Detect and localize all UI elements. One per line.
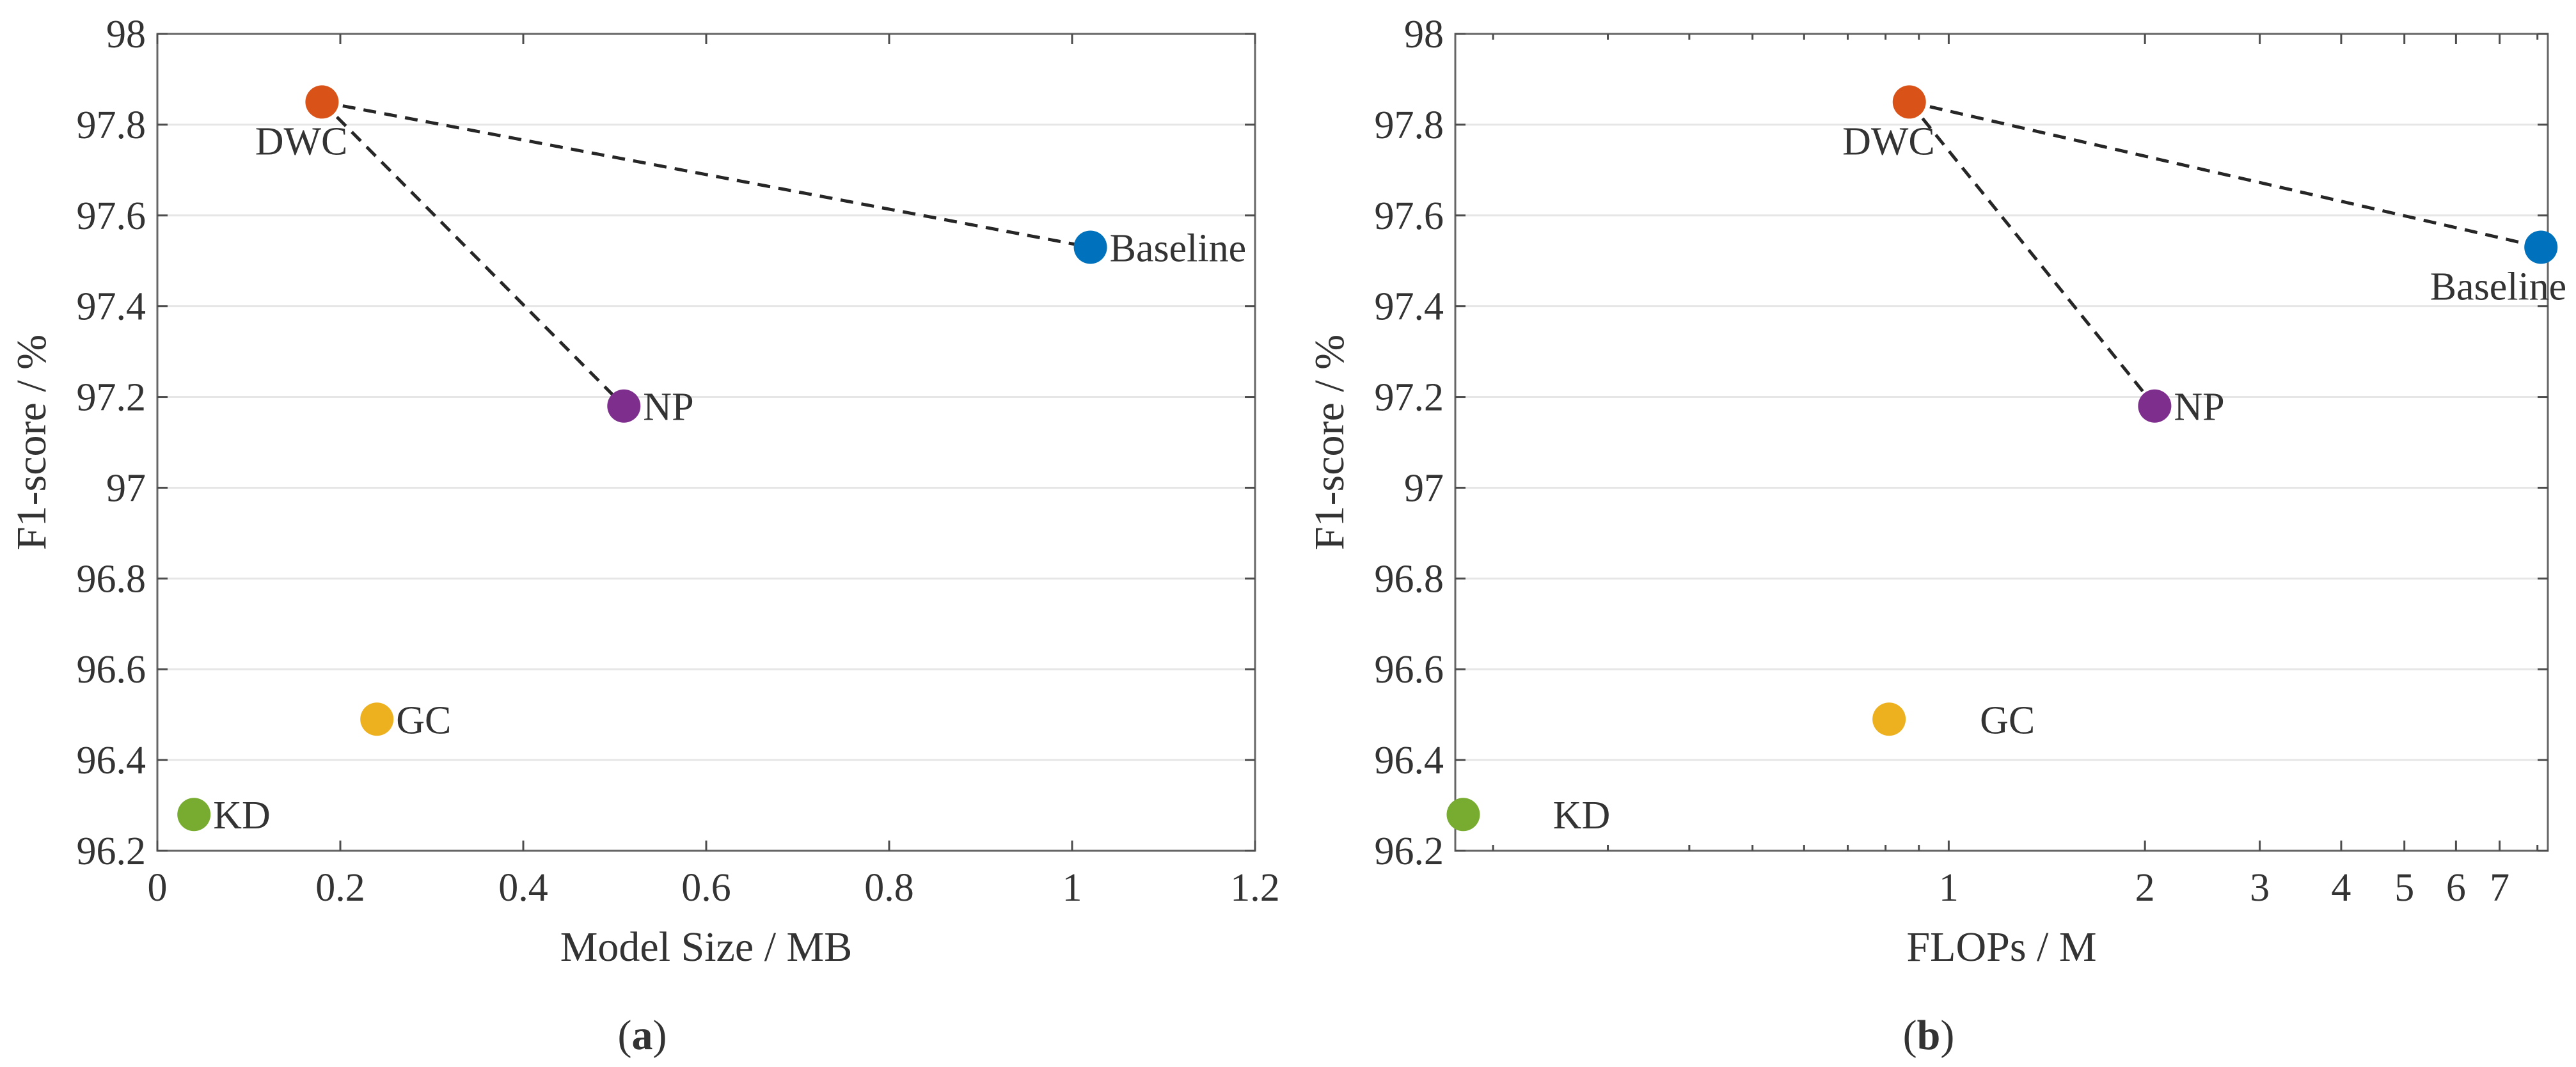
y-tick-label: 97 — [106, 466, 146, 510]
panel-caption: (b) — [1903, 1012, 1955, 1059]
y-tick-label: 96.4 — [77, 739, 146, 782]
y-tick-label: 98 — [1404, 13, 1444, 56]
y-tick-label: 96.2 — [77, 830, 146, 873]
point-label-dwc: DWC — [1842, 120, 1935, 163]
y-tick-label: 96.4 — [1375, 739, 1444, 782]
x-tick-label: 0.4 — [498, 866, 548, 910]
plot-frame — [1454, 33, 2549, 852]
x-tick-label: 0.2 — [315, 866, 365, 910]
chart-panel-b: 96.2 96.4 96.6 96.8 97 97.2 97.4 97.6 97.8 98 1 2 3 4… — [1306, 13, 2566, 1059]
point-label-baseline: Baseline — [2430, 265, 2567, 308]
caption-close-paren: ) — [653, 1012, 667, 1059]
point-label-gc: GC — [396, 699, 451, 742]
x-tick-label: 6 — [2446, 866, 2466, 910]
caption-close-paren: ) — [1940, 1012, 1954, 1059]
x-tick-label: 4 — [2331, 866, 2351, 910]
y-tick-label: 97.6 — [1375, 194, 1444, 238]
y-axis-title: F1-score / % — [1306, 335, 1353, 550]
x-tick-label: 0.8 — [864, 866, 914, 910]
caption-open-paren: ( — [618, 1012, 632, 1059]
x-tick-label: 5 — [2394, 866, 2414, 910]
point-dwc — [1892, 85, 1926, 119]
x-tick-label: 2 — [2135, 866, 2155, 910]
x-tick-label: 0.6 — [681, 866, 731, 910]
y-tick-label: 97.8 — [77, 104, 146, 147]
point-gc — [360, 702, 394, 736]
point-label-np: NP — [643, 386, 693, 429]
y-tick-label: 96.6 — [1375, 648, 1444, 692]
y-tick-label: 96.8 — [77, 557, 146, 601]
y-tick-label: 97.4 — [1375, 285, 1444, 329]
dashed-link-dwc-np — [1908, 100, 2156, 407]
point-label-np: NP — [2174, 386, 2224, 429]
y-tick-label: 98 — [106, 13, 146, 56]
y-tick-label: 97.2 — [1375, 376, 1444, 420]
point-label-kd: KD — [213, 794, 271, 837]
point-gc — [1872, 702, 1906, 736]
panel-caption: (a) — [618, 1012, 667, 1059]
y-tick-label: 96.8 — [1375, 557, 1444, 601]
x-tick-label: 1.2 — [1230, 866, 1280, 910]
y-tick-label: 97.6 — [77, 194, 146, 238]
point-kd — [1446, 798, 1480, 832]
y-tick-label: 97.4 — [77, 285, 146, 329]
y-tick-label: 97 — [1404, 466, 1444, 510]
y-tick-label: 96.6 — [77, 648, 146, 692]
point-dwc — [305, 85, 339, 119]
caption-letter: a — [632, 1012, 653, 1059]
y-tick-label: 96.2 — [1375, 830, 1444, 873]
y-tick-label: 97.2 — [77, 376, 146, 420]
dashed-link-dwc-baseline — [321, 100, 1091, 249]
x-tick-label: 0 — [148, 866, 168, 910]
y-axis-title: F1-score / % — [8, 335, 55, 550]
dashed-link-dwc-np — [320, 100, 626, 407]
point-np — [607, 389, 641, 423]
point-baseline — [1073, 230, 1107, 264]
point-label-gc: GC — [1980, 699, 2035, 742]
x-tick-label: 1 — [1939, 866, 1959, 910]
caption-open-paren: ( — [1903, 1012, 1917, 1059]
point-label-baseline: Baseline — [1110, 226, 1247, 270]
point-label-dwc: DWC — [255, 120, 348, 163]
x-tick-label: 3 — [2250, 866, 2270, 910]
x-tick-label: 7 — [2490, 866, 2509, 910]
x-axis-title: Model Size / MB — [560, 924, 853, 970]
point-kd — [177, 798, 211, 832]
dashed-link-dwc-baseline — [1909, 100, 2541, 249]
y-tick-label: 97.8 — [1375, 104, 1444, 147]
x-tick-label: 1 — [1063, 866, 1082, 910]
caption-letter: b — [1917, 1012, 1941, 1059]
chart-panel-a: 96.2 96.4 96.6 96.8 97 97.2 97.4 97.6 97.8 98 0 0.2… — [8, 13, 1280, 1059]
point-np — [2138, 389, 2172, 423]
x-axis-title: FLOPs / M — [1906, 924, 2096, 970]
point-baseline — [2524, 230, 2558, 264]
point-label-kd: KD — [1553, 794, 1611, 837]
